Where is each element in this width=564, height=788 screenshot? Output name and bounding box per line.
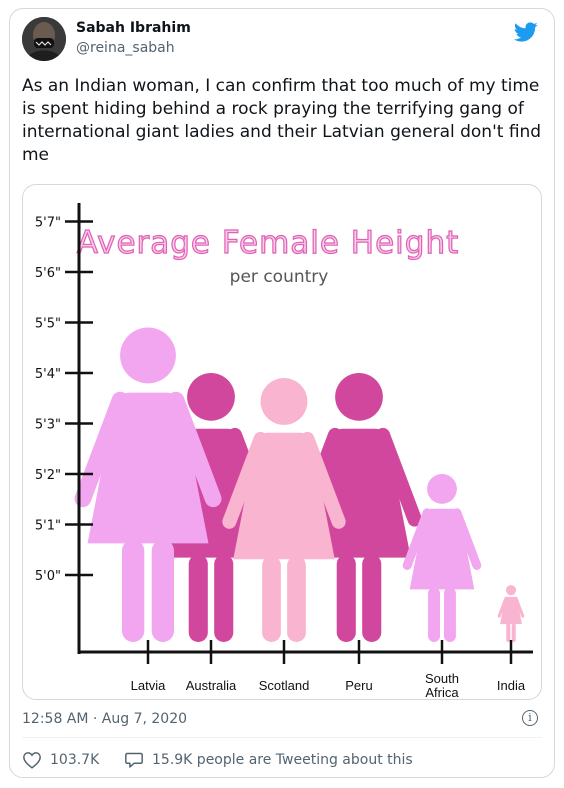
twitter-bird-icon[interactable] — [512, 20, 540, 44]
x-tick-label: Latvia — [131, 678, 166, 693]
author-name[interactable]: Sabah Ibrahim — [76, 20, 191, 36]
y-tick-label: 5'3" — [35, 418, 61, 433]
tweet-text-line: me — [22, 145, 50, 165]
like-count: 103.7K — [50, 752, 100, 768]
y-tick-label: 5'4" — [35, 367, 61, 382]
figure-peru — [296, 373, 422, 642]
y-tick-label: 5'2" — [35, 468, 61, 483]
y-tick-label: 5'1" — [35, 519, 61, 534]
x-tick-label: Africa — [425, 685, 459, 700]
heart-icon — [23, 752, 41, 769]
x-tick-label: India — [497, 678, 526, 693]
figure-india — [497, 585, 525, 642]
tweet-image[interactable]: Average Female Height per country 5'0" 5'1"… — [22, 184, 542, 700]
author-handle[interactable]: @reina_sabah — [76, 40, 175, 56]
figure-scotland — [222, 378, 346, 642]
divider — [22, 737, 542, 738]
x-tick-label: Scotland — [259, 678, 310, 693]
tweet-text-line: international giant ladies and their Lat… — [22, 122, 542, 142]
y-tick-label: 5'0" — [35, 569, 61, 584]
tweeting-about-text: 15.9K people are Tweeting about this — [152, 752, 413, 768]
tweet-text-line: is spent hiding behind a rock praying th… — [22, 99, 524, 119]
y-tick-label: 5'5" — [35, 317, 61, 332]
tweeting-about-link[interactable]: 15.9K people are Tweeting about this — [124, 751, 413, 769]
x-tick-label: Peru — [345, 678, 372, 693]
y-tick-label: 5'7" — [35, 216, 61, 231]
tweet-timestamp[interactable]: 12:58 AM · Aug 7, 2020 — [22, 711, 188, 727]
x-tick-label: South — [425, 671, 459, 686]
y-tick-label: 5'6" — [35, 266, 61, 281]
tweet-text: As an Indian woman, I can confirm that t… — [22, 75, 542, 167]
figure-latvia — [74, 327, 222, 642]
figure-south-africa — [402, 474, 482, 642]
info-icon[interactable]: i — [522, 710, 538, 726]
chart-title: Average Female Height — [77, 225, 460, 261]
tweet-text-line: As an Indian woman, I can confirm that t… — [22, 76, 540, 96]
speech-bubble-icon — [125, 752, 143, 768]
avatar[interactable] — [22, 17, 66, 61]
height-chart: Average Female Height per country 5'0" 5'1"… — [35, 203, 533, 700]
like-button[interactable]: 103.7K — [22, 751, 99, 769]
x-tick-label: Australia — [186, 678, 237, 693]
chart-subtitle: per country — [230, 267, 329, 287]
